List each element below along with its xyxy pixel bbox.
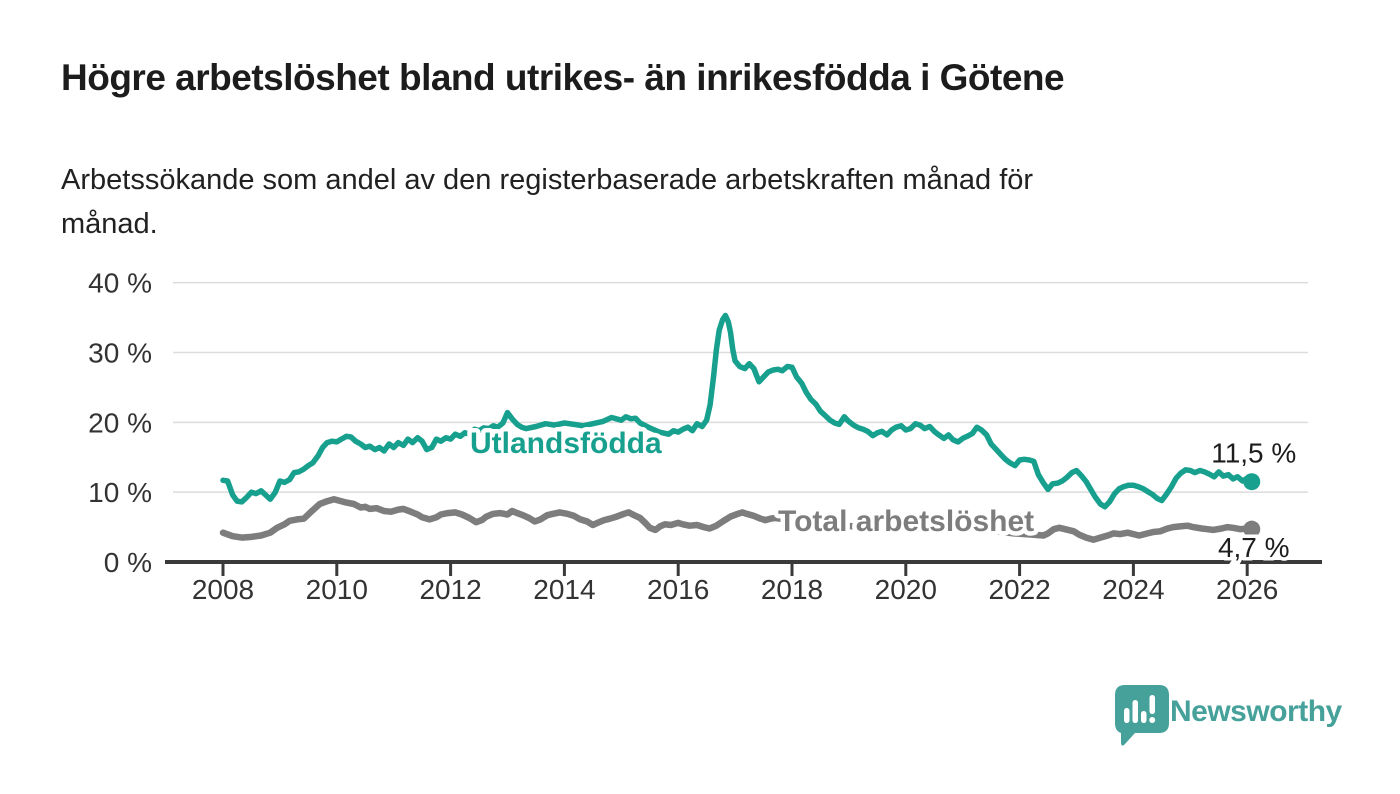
chart-subtitle: Arbetssökande som andel av den registerb… (61, 158, 1311, 246)
exclamation-bar-icon (1149, 695, 1155, 714)
x-axis-tick-label: 2024 (1102, 574, 1164, 605)
x-axis-tick-label: 2020 (875, 574, 937, 605)
end-dot-total (1243, 520, 1261, 538)
x-axis-tick-label: 2014 (533, 574, 595, 605)
series-line-total (219, 495, 1256, 543)
end-dot-utlandsfodda (1243, 473, 1261, 491)
end-value-label-utlandsfodda: 11,5 % (1211, 438, 1296, 469)
series-line-utlandsfodda (220, 312, 1255, 510)
newsworthy-logo: Newsworthy (1113, 683, 1363, 749)
x-axis-tick-label: 2018 (761, 574, 823, 605)
x-axis-tick-label: 2016 (647, 574, 709, 605)
bar-icon-medium (1141, 711, 1147, 723)
x-axis-tick-label: 2008 (192, 574, 254, 605)
y-axis-tick-label: 30 % (88, 338, 152, 369)
x-axis-tick-label: 2022 (988, 574, 1050, 605)
page-title: Högre arbetslöshet bland utrikes- än inr… (61, 57, 1065, 98)
y-axis-tick-label: 40 % (88, 268, 152, 299)
newsworthy-bubble-icon (1115, 685, 1169, 746)
chart-subtitle-line-1: Arbetssökande som andel av den registerb… (61, 164, 1034, 196)
series-label-utlandsfodda: Utlandsfödda (470, 427, 662, 460)
x-axis-tick-label: 2010 (306, 574, 368, 605)
y-axis-tick-label: 20 % (88, 407, 152, 438)
end-value-label-total: 4,7 % (1218, 532, 1290, 563)
y-axis-tick-label: 10 % (88, 477, 152, 508)
y-axis-tick-label: 0 % (104, 547, 152, 578)
newsworthy-logo-text: Newsworthy (1170, 695, 1342, 728)
bar-icon-small (1124, 708, 1130, 723)
exclamation-dot-icon (1149, 717, 1156, 723)
bar-icon-tall (1132, 700, 1138, 723)
chart-subtitle-line-2: månad. (61, 208, 158, 241)
series-label-total: Total arbetslöshet (778, 505, 1034, 538)
x-axis-tick-label: 2012 (419, 574, 481, 605)
x-axis-tick-label: 2026 (1216, 574, 1278, 605)
